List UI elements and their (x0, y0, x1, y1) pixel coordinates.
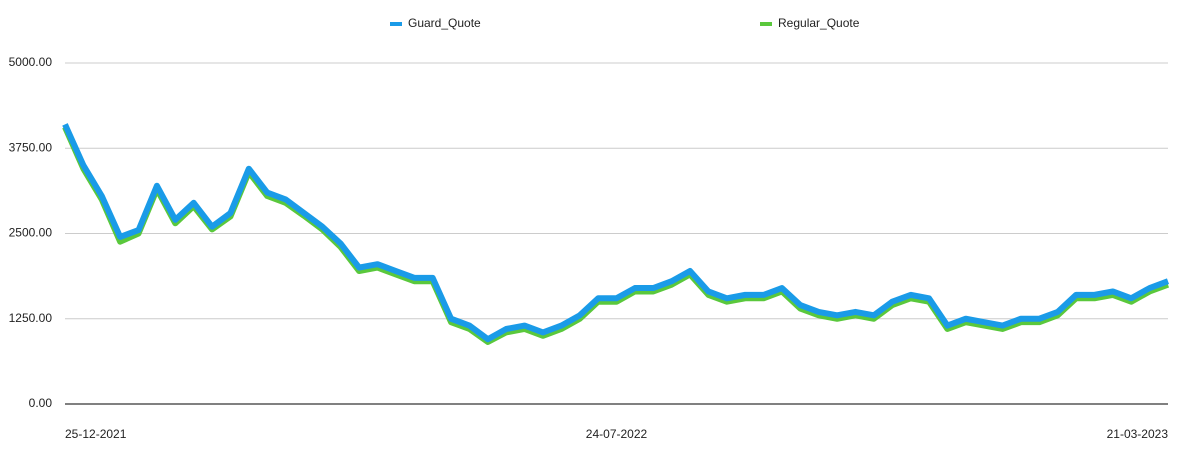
y-tick-label: 3750.00 (9, 140, 53, 154)
x-tick-label: 21-03-2023 (1107, 427, 1169, 441)
x-tick-label: 24-07-2022 (586, 427, 648, 441)
y-tick-label: 5000.00 (9, 55, 53, 69)
series-line (62, 123, 1170, 343)
legend-label: Regular_Quote (778, 16, 860, 30)
y-tick-label: 0.00 (29, 396, 53, 410)
x-tick-label: 25-12-2021 (65, 427, 127, 441)
legend-label: Guard_Quote (408, 16, 481, 30)
series-line (62, 125, 1170, 345)
y-tick-label: 2500.00 (9, 226, 53, 240)
y-tick-label: 1250.00 (9, 311, 53, 325)
